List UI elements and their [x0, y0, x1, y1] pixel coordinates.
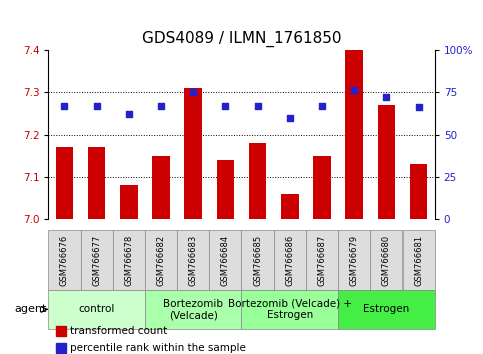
Text: GSM766684: GSM766684	[221, 235, 230, 286]
Bar	[81, 230, 113, 290]
Bar	[410, 164, 427, 219]
Text: GSM766687: GSM766687	[317, 235, 327, 286]
Title: GDS4089 / ILMN_1761850: GDS4089 / ILMN_1761850	[142, 30, 341, 47]
Text: agent: agent	[14, 304, 47, 314]
Bar	[120, 185, 138, 219]
Bar	[177, 230, 209, 290]
Point	[125, 111, 133, 117]
Bar	[306, 230, 338, 290]
Bar	[185, 88, 202, 219]
Text: Estrogen: Estrogen	[363, 304, 410, 314]
Text: Bortezomib (Velcade) +
Estrogen: Bortezomib (Velcade) + Estrogen	[228, 298, 352, 320]
Bar	[145, 230, 177, 290]
Point	[254, 103, 261, 108]
Text: GSM766680: GSM766680	[382, 235, 391, 286]
Bar	[370, 230, 402, 290]
Bar	[338, 290, 435, 329]
Text: GSM766682: GSM766682	[156, 235, 166, 286]
Text: GSM766683: GSM766683	[189, 235, 198, 286]
Bar	[313, 156, 331, 219]
Bar	[402, 230, 435, 290]
Text: percentile rank within the sample: percentile rank within the sample	[70, 343, 245, 353]
Bar	[145, 290, 242, 329]
Point	[286, 115, 294, 120]
Text: GSM766677: GSM766677	[92, 235, 101, 286]
Text: GSM766678: GSM766678	[124, 235, 133, 286]
Text: Bortezomib
(Velcade): Bortezomib (Velcade)	[163, 298, 223, 320]
Text: GSM766676: GSM766676	[60, 235, 69, 286]
Bar	[274, 230, 306, 290]
Text: GSM766686: GSM766686	[285, 235, 294, 286]
Text: GSM766679: GSM766679	[350, 235, 359, 286]
Bar	[152, 156, 170, 219]
Point	[383, 94, 390, 100]
Point	[93, 103, 100, 108]
Bar	[242, 290, 338, 329]
Point	[318, 103, 326, 108]
Bar	[113, 230, 145, 290]
Point	[350, 87, 358, 93]
Bar	[242, 230, 274, 290]
Bar	[48, 290, 145, 329]
Text: transformed count: transformed count	[70, 326, 167, 336]
Bar	[249, 143, 267, 219]
Point	[189, 89, 197, 95]
Text: GSM766685: GSM766685	[253, 235, 262, 286]
Point	[222, 103, 229, 108]
Bar	[345, 50, 363, 219]
Point	[415, 104, 423, 110]
Bar	[209, 230, 242, 290]
Text: control: control	[78, 304, 115, 314]
Point	[157, 103, 165, 108]
Bar	[56, 343, 66, 353]
Bar	[48, 230, 81, 290]
Bar	[338, 230, 370, 290]
Bar	[378, 105, 395, 219]
Bar	[281, 194, 298, 219]
Bar	[56, 147, 73, 219]
Text: GSM766681: GSM766681	[414, 235, 423, 286]
Bar	[216, 160, 234, 219]
Point	[60, 103, 68, 108]
Bar	[56, 326, 66, 336]
Bar	[88, 147, 105, 219]
